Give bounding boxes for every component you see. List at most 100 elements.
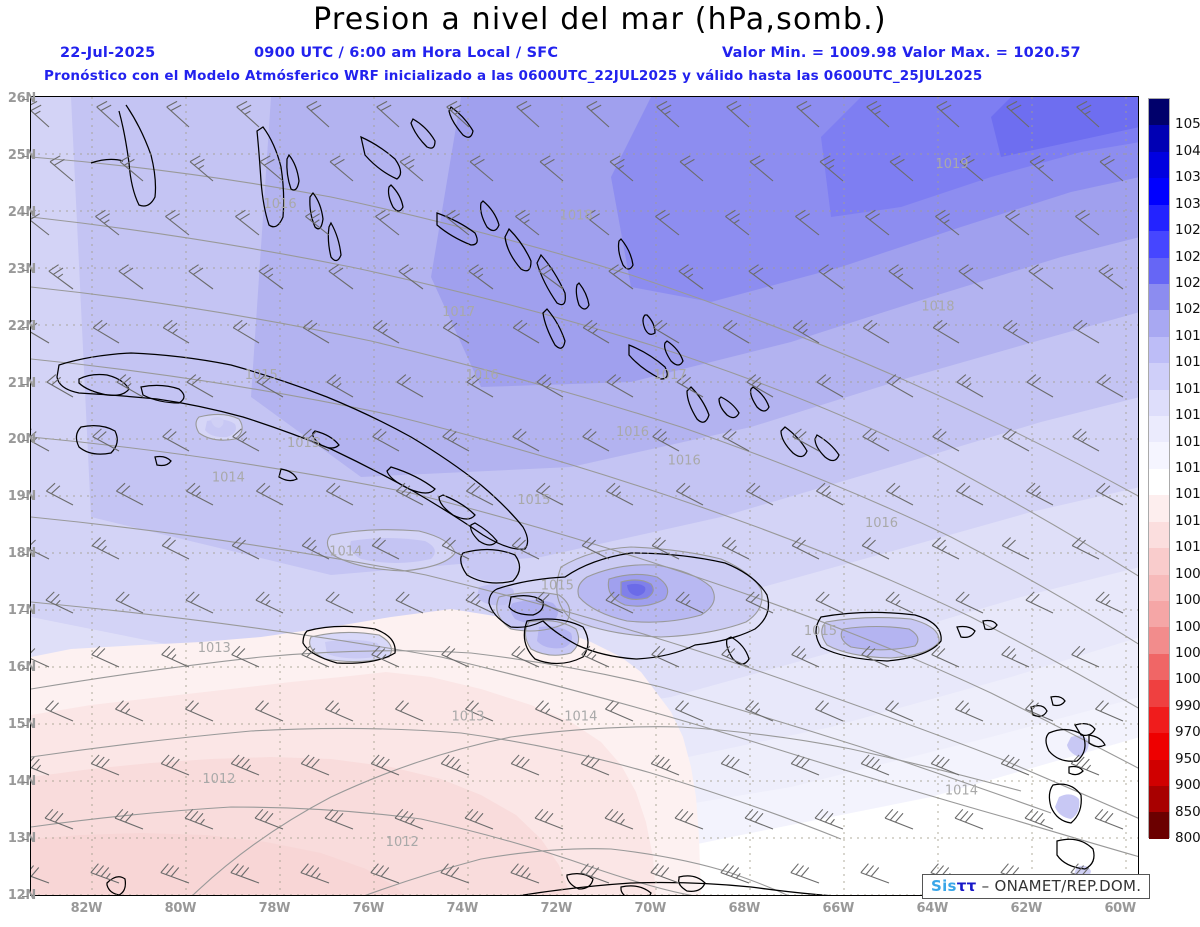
forecast-valid-time: 0900 UTC / 6:00 am Hora Local / SFC	[254, 45, 559, 61]
wind-barb	[166, 100, 190, 128]
wind-barb	[1028, 264, 1054, 290]
wind-barb	[165, 209, 190, 236]
lat-tick-label: 20N	[7, 432, 36, 448]
wind-barb	[936, 100, 960, 128]
lat-tick-label: 25N	[7, 147, 36, 163]
wind-barb	[748, 264, 774, 290]
lon-tick-label: 76W	[352, 901, 385, 916]
colorbar-tick-label: 800	[1175, 830, 1200, 846]
wind-barb	[1001, 537, 1030, 560]
wind-barb	[1002, 428, 1030, 452]
coastline-layer	[56, 104, 1106, 895]
lon-tick-label: 68W	[728, 901, 761, 916]
wind-barb	[955, 591, 984, 614]
pressure-shading-layer	[31, 97, 1138, 895]
wind-barb	[795, 209, 820, 236]
wind-barb	[539, 155, 564, 182]
wind-barb	[160, 754, 190, 776]
pressure-colorbar	[1148, 98, 1170, 839]
wind-barb	[325, 700, 354, 722]
lat-tick-mark	[22, 212, 28, 214]
contour-value-label: 1014	[329, 544, 362, 559]
wind-barb	[510, 863, 540, 884]
wind-barb	[536, 482, 564, 506]
wind-barb	[722, 428, 750, 452]
wind-barb	[466, 482, 494, 506]
lat-tick-label: 26N	[7, 90, 36, 106]
contour-value-label: 1013	[198, 641, 231, 656]
wind-barb	[465, 591, 494, 614]
wind-barb	[1072, 319, 1100, 344]
colorbar-band	[1149, 653, 1169, 681]
wind-barb	[536, 374, 564, 398]
lat-tick-label: 24N	[7, 204, 36, 220]
wind-barb	[675, 700, 704, 722]
wind-barb	[746, 482, 774, 506]
colorbar-tick-label: 1040	[1175, 142, 1200, 159]
wind-barb	[1071, 645, 1100, 668]
colorbar-tick-label: 1004	[1175, 618, 1200, 635]
wind-barb	[255, 591, 284, 614]
colorbar-tick-label: 1018	[1175, 354, 1200, 371]
colorbar-band	[1149, 99, 1169, 126]
lon-tick-label: 70W	[634, 901, 667, 916]
colorbar-band	[1149, 521, 1169, 549]
colorbar-tick-label: 970	[1175, 724, 1200, 741]
wind-barb	[399, 155, 424, 182]
colorbar-band	[1149, 733, 1169, 760]
contour-value-label: 1016	[616, 425, 649, 440]
wind-barb	[606, 482, 634, 506]
lon-tick-label: 72W	[540, 901, 573, 916]
wind-barb	[674, 808, 704, 830]
lon-tick-label: 82W	[70, 901, 103, 916]
lat-tick-mark	[22, 554, 28, 556]
logo-org-text: – ONAMET/REP.DOM.	[981, 877, 1142, 895]
sea-level-pressure-map: 1016 1018 1019 1017 1018 1015 1016 1017 1015 1016…	[31, 97, 1138, 895]
lat-tick-label: 23N	[7, 261, 36, 277]
wind-barb	[534, 808, 564, 830]
wind-barb	[1029, 155, 1054, 182]
wind-barb	[230, 863, 260, 884]
wind-barb	[235, 209, 260, 236]
isobar-contour-lines	[31, 156, 1138, 895]
wind-barb	[302, 319, 330, 344]
colorbar-tick-label: 1000	[1175, 671, 1200, 688]
wind-barb	[441, 645, 470, 668]
wind-barb	[535, 591, 564, 614]
wind-barb	[679, 155, 704, 182]
wind-barb	[259, 155, 284, 182]
lon-tick-label: 74W	[446, 901, 479, 916]
wind-barb	[722, 319, 750, 344]
wind-barb	[1076, 100, 1100, 128]
wind-barb	[230, 754, 260, 776]
wind-barb	[301, 645, 330, 668]
lon-tick-label: 66W	[822, 901, 855, 916]
wind-barb	[676, 482, 704, 506]
colorbar-tick-label: 900	[1175, 777, 1200, 794]
lon-tick-label: 62W	[1010, 901, 1042, 916]
wind-barb	[790, 754, 820, 776]
wind-barb	[162, 428, 190, 452]
wind-barb	[1098, 264, 1124, 290]
wind-barb	[582, 428, 610, 452]
colorbar-tick-label: 1020	[1175, 301, 1200, 318]
wind-barb	[956, 374, 984, 398]
wind-barb	[445, 209, 470, 236]
wind-barb	[652, 428, 680, 452]
wind-barb	[814, 808, 844, 830]
wind-barb	[300, 863, 330, 884]
wind-barb	[325, 591, 354, 614]
colorbar-tick-label: 1002	[1175, 645, 1200, 661]
colorbar-tick-label: 1015	[1175, 433, 1200, 450]
colorbar-band	[1149, 785, 1169, 813]
wind-barb	[189, 155, 214, 182]
forecast-date: 22-Jul-2025	[60, 45, 156, 61]
wind-barb	[232, 319, 260, 344]
wind-barb	[749, 155, 774, 182]
wind-barb	[582, 319, 610, 344]
colorbar-band	[1149, 283, 1169, 311]
wind-barb	[442, 428, 470, 452]
wind-barb	[860, 863, 890, 884]
wind-barb	[959, 155, 984, 182]
wind-barb	[585, 209, 610, 236]
